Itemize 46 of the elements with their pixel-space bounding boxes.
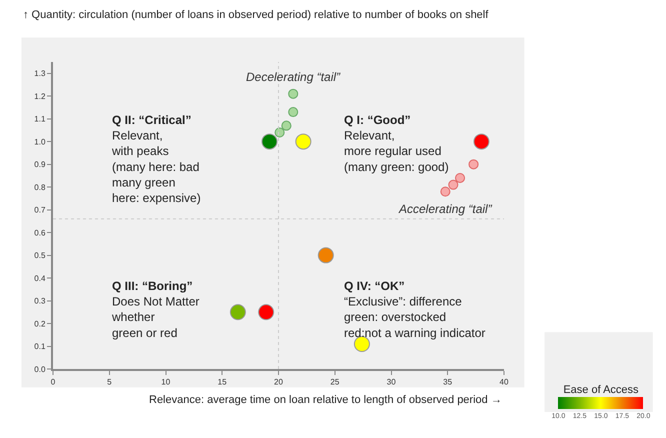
point xyxy=(295,134,312,150)
x-tick-label: 30 xyxy=(386,378,396,387)
point xyxy=(448,180,458,190)
point xyxy=(258,304,274,320)
y-tick-label: 1.1 xyxy=(34,114,46,124)
y-tick-label: 0.6 xyxy=(34,228,46,238)
point xyxy=(473,134,490,150)
x-tick-label: 5 xyxy=(107,378,112,387)
annotation: Q III: “Boring” Does Not Matter whether green or red xyxy=(111,279,200,340)
point xyxy=(261,134,278,150)
point xyxy=(288,88,298,99)
color-bar-title: Ease of Access xyxy=(563,384,640,396)
y-tick-label: 1.0 xyxy=(34,137,46,146)
point xyxy=(455,172,466,183)
x-tick-label: 25 xyxy=(330,378,340,387)
x-tick-label: 15 xyxy=(218,378,228,387)
annotation: Q II: “Critical” Relevant, with peaks (many here: bad many green here: expensive) xyxy=(111,113,201,205)
y-tick-label: 0.4 xyxy=(34,274,46,283)
point xyxy=(288,107,298,118)
y-tick-label: 0.2 xyxy=(34,319,46,328)
annotation: Decelerating “tail” xyxy=(246,70,342,84)
point xyxy=(440,186,450,197)
x-tick-label: 20 xyxy=(274,378,284,387)
x-axis-title: Relevance: average time on loan relative to length of observed period → xyxy=(149,394,502,406)
point xyxy=(230,304,246,320)
x-tick-label: 10 xyxy=(161,378,171,387)
y-tick-label: 0.3 xyxy=(34,296,46,306)
y-tick-label: 0.8 xyxy=(34,182,46,192)
x-tick-label: 35 xyxy=(443,378,453,387)
annotation: Q IV: “OK” “Exclusive”: difference green: overstocked red:not a warning indicator xyxy=(344,279,486,340)
annotation: Accelerating “tail” xyxy=(398,202,493,216)
x-tick-label: 0 xyxy=(50,378,56,387)
y-tick-label: 1.3 xyxy=(34,69,46,78)
x-tick-label: 40 xyxy=(500,378,509,387)
y-axis-title: ↑ Quantity: circulation (number of loans in observed period) relative to number of books on shelf xyxy=(23,9,490,21)
y-tick-label: 0.5 xyxy=(34,251,46,260)
annotation: Q I: “Good” Relevant, more regular used (many green: good) xyxy=(344,113,449,174)
y-tick-label: 0.0 xyxy=(34,364,46,374)
y-tick-label: 0.7 xyxy=(34,206,46,215)
y-tick-label: 1.2 xyxy=(34,92,46,101)
point xyxy=(281,120,292,131)
point xyxy=(318,247,334,264)
y-tick-label: 0.9 xyxy=(34,160,46,170)
point xyxy=(468,159,479,170)
y-tick-label: 0.1 xyxy=(34,342,46,352)
point xyxy=(274,128,285,138)
